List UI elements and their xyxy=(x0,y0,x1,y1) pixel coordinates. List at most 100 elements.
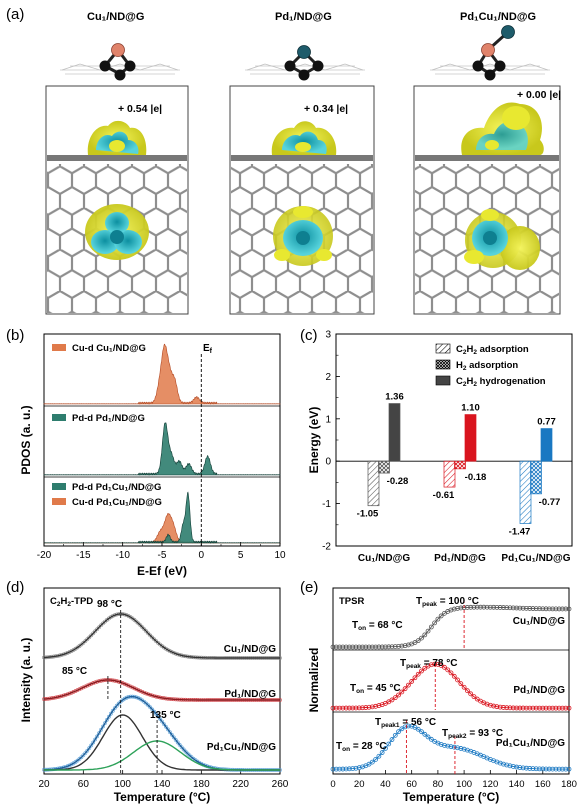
tpsr-tpeak1-pdcu: Tpeak1 = 56 °C xyxy=(375,717,436,729)
side-view-pdcu xyxy=(430,25,550,81)
panel-letter-e: (e) xyxy=(300,579,318,596)
tpd-data-point xyxy=(99,623,103,628)
isosurface-top-cu xyxy=(87,120,147,155)
c-atom xyxy=(494,60,506,72)
tpd-data-point xyxy=(152,709,157,714)
tpsr-data-point xyxy=(425,628,431,634)
side-view-pd xyxy=(245,45,365,81)
c-atom xyxy=(312,60,324,72)
tpsr-data-point xyxy=(497,760,503,766)
tpsr-title: TPSR xyxy=(339,596,364,607)
tpsr-data-point xyxy=(501,761,506,767)
tpsr-data-point xyxy=(415,726,421,732)
c-atom xyxy=(99,60,111,72)
tpsr-data-point xyxy=(376,753,382,759)
cu-atom xyxy=(481,43,495,57)
tpsr-data-point xyxy=(468,691,474,697)
x-tick-label: 5 xyxy=(238,550,244,561)
tpsr-data-point xyxy=(428,624,434,630)
x-tick-label: 0 xyxy=(199,550,205,561)
tpd-data-point xyxy=(85,748,90,753)
fermi-label: Ef xyxy=(203,343,213,355)
structure-pd: Pd₁/ND@G + 0.34 |e| xyxy=(229,11,375,315)
tpd-data-point xyxy=(154,712,159,716)
energy-value-label: 1.36 xyxy=(385,392,404,403)
tpsr-ylabel: Normalized xyxy=(307,648,321,713)
legend-label: Pd-d Pd₁/ND@G xyxy=(72,413,145,424)
x-tick-label: -15 xyxy=(76,550,91,561)
tpsr-data-point xyxy=(425,734,431,740)
c-atom xyxy=(114,69,126,81)
tpsr-data-point xyxy=(422,731,428,737)
tpsr-data-point xyxy=(379,750,385,755)
tpd-data-point xyxy=(171,735,176,740)
charge-label-pd: + 0.34 |e| xyxy=(304,103,348,115)
energy-value-label: -0.77 xyxy=(539,497,561,508)
tpsr-data-point xyxy=(415,671,421,677)
tpsr-data-point xyxy=(455,677,460,683)
cu-atom xyxy=(111,43,125,57)
energy-value-label: -0.28 xyxy=(387,476,409,487)
isosurface-plan-pdcu xyxy=(464,209,540,270)
legend-swatch-hydrogenation xyxy=(435,375,451,386)
tpd-data-point xyxy=(91,631,96,636)
tpd-data-point xyxy=(87,635,92,640)
tpd-data-point xyxy=(181,747,186,752)
panel-letter-c: (c) xyxy=(300,327,318,344)
tpd-chart: 20 60 100 140 180 220 260 C2H2-TPD Cu₁/ND@G Pd… xyxy=(19,587,289,804)
tpsr-data-point xyxy=(442,664,447,670)
tpd-data-point xyxy=(183,749,188,754)
tpsr-data-point xyxy=(461,684,467,690)
tpsr-data-point xyxy=(405,682,411,688)
tpd-data-point xyxy=(89,743,94,748)
energy-value-label: -0.18 xyxy=(465,472,487,483)
graphene-side xyxy=(231,155,373,161)
energy-bar xyxy=(540,428,553,462)
pdos-area-cu xyxy=(43,343,281,405)
tpsr-series-label-pdcu: Pd₁Cu₁/ND@G xyxy=(496,738,565,749)
tpsr-data-point xyxy=(392,732,398,738)
x-tick-label: 260 xyxy=(272,779,289,790)
energy-legend: C2H2 adsorption H2 adsorption C2H2 hydro… xyxy=(435,343,546,388)
tpd-data-point xyxy=(156,714,160,719)
tpd-title: C2H2-TPD xyxy=(50,596,93,608)
x-tick-label: -5 xyxy=(158,550,167,561)
tpd-data-point xyxy=(99,727,103,732)
tpd-data-point xyxy=(177,742,182,747)
x-tick-label: 60 xyxy=(406,779,417,790)
pdos-xlabel: E-Ef (eV) xyxy=(137,564,187,578)
graphene-side xyxy=(415,155,559,161)
x-tick-label: -20 xyxy=(37,550,52,561)
energy-value-label: 0.77 xyxy=(537,417,556,428)
tpd-data-point xyxy=(107,714,111,719)
tpsr-data-point xyxy=(442,742,447,748)
tpsr-data-point xyxy=(422,665,428,671)
tpd-data-point xyxy=(138,697,143,702)
legend-swatch-adsorption xyxy=(435,343,451,354)
tpd-data-point xyxy=(164,646,168,651)
tpsr-data-point xyxy=(369,759,375,765)
tpsr-tpeak-cu: Tpeak = 100 °C xyxy=(416,596,479,608)
tpsr-curve-pd xyxy=(333,663,569,709)
tpsr-data-point xyxy=(373,757,379,762)
structure-label-cu: Cu₁/ND@G xyxy=(87,11,144,23)
tpsr-ton-pdcu: Ton = 28 °C xyxy=(336,741,387,753)
tpd-data-point xyxy=(87,746,92,751)
tpsr-data-point xyxy=(474,696,480,702)
tpd-data-point xyxy=(144,629,149,634)
tpsr-data-point xyxy=(461,746,467,752)
tpsr-series-label-pd: Pd₁/ND@G xyxy=(513,685,565,696)
tpd-data-point xyxy=(140,625,145,630)
tpsr-data-point xyxy=(402,724,408,730)
tpd-data-point xyxy=(122,696,127,701)
x-tick-label: 120 xyxy=(482,779,498,790)
tpd-peak-label-pdcu: 135 °C xyxy=(150,710,181,721)
energy-value-label: 1.10 xyxy=(461,403,480,414)
tpd-data-point xyxy=(95,627,100,632)
tpsr-data-point xyxy=(435,616,441,622)
tpd-data-point xyxy=(160,719,164,724)
x-tick-label: 40 xyxy=(380,779,391,790)
tpsr-data-point xyxy=(464,747,470,753)
legend-label: Cu-d Pd₁Cu₁/ND@G xyxy=(72,497,162,508)
tpd-data-point xyxy=(108,615,113,620)
